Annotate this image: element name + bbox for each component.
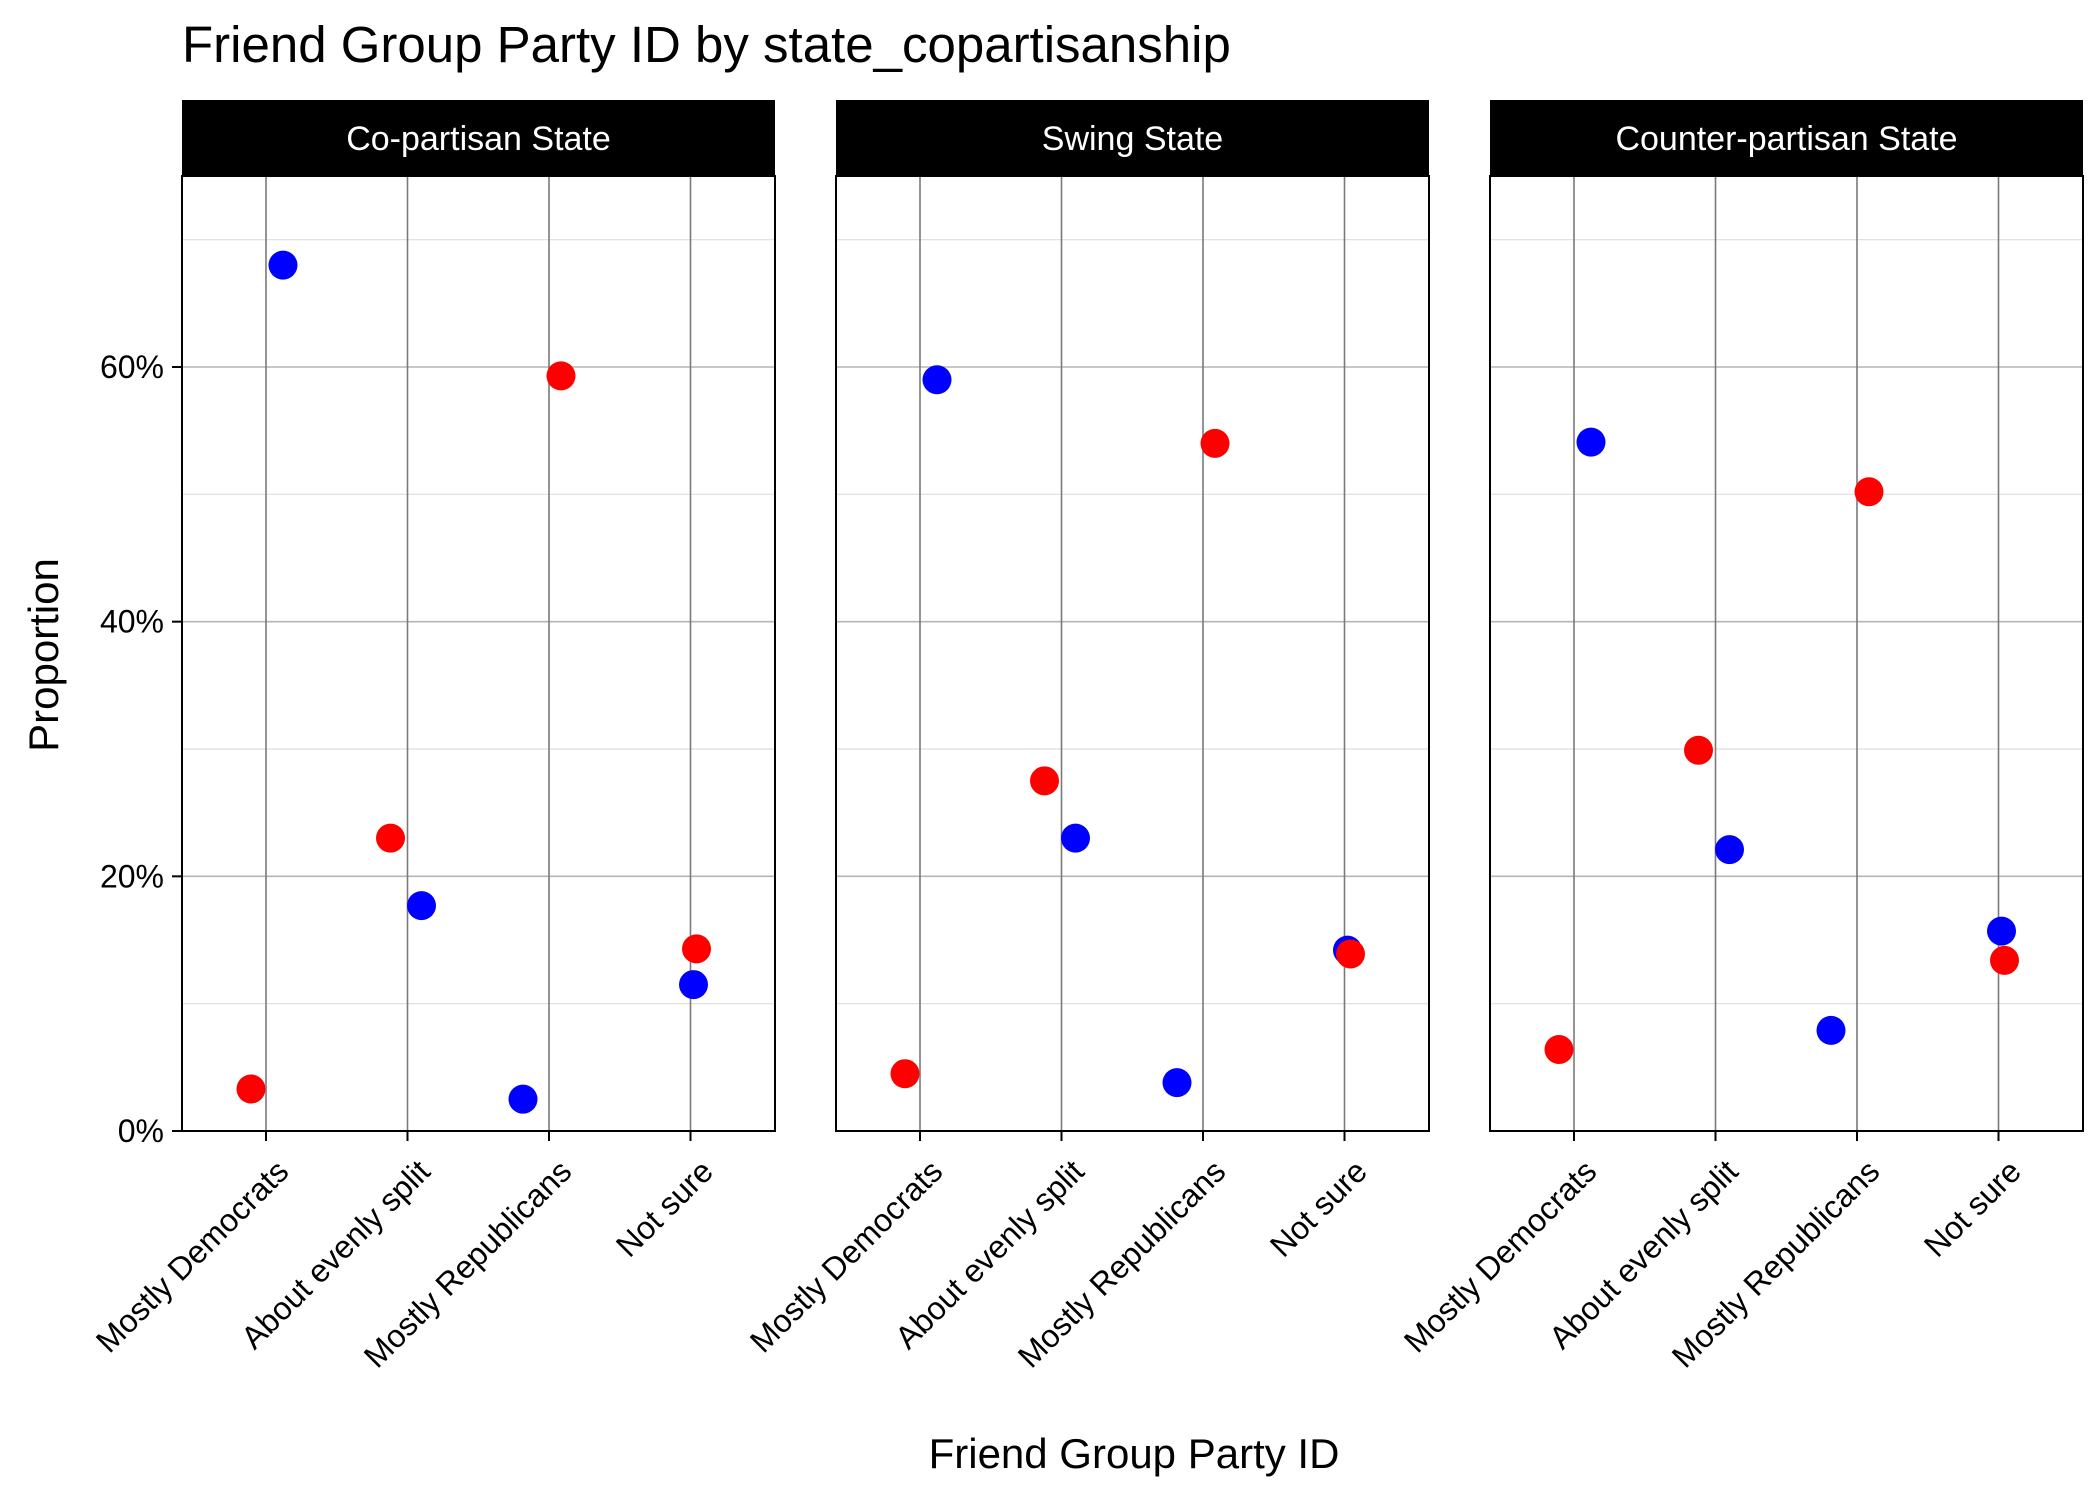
y-tick-label: 20%	[100, 858, 164, 894]
data-point-red	[546, 361, 576, 391]
data-point-red	[890, 1059, 920, 1089]
y-axis: 0% 20% 40% 60%	[100, 349, 182, 1149]
y-tick-label: 0%	[118, 1113, 164, 1149]
facet-strip	[836, 100, 1429, 176]
data-point-red	[1030, 766, 1059, 796]
y-tick-label: 40%	[100, 604, 164, 640]
data-point-blue	[1715, 835, 1744, 865]
data-point-red	[1544, 1035, 1574, 1065]
data-point-blue	[922, 365, 952, 395]
data-point-red	[1684, 735, 1713, 765]
data-point-red	[1336, 939, 1365, 969]
facet-strip	[1490, 100, 2083, 176]
chart-title: Friend Group Party ID by state_copartisa…	[182, 16, 1231, 73]
panel-background	[836, 176, 1429, 1131]
x-tick-label: Not sure	[609, 1153, 720, 1264]
panel-border	[181, 175, 776, 1132]
panel-border	[1489, 175, 2084, 1132]
data-point-blue	[1816, 1015, 1846, 1045]
data-point-blue	[1162, 1068, 1192, 1098]
data-point-blue	[679, 970, 708, 1000]
facet-strip-label: Co-partisan State	[346, 120, 611, 158]
data-point-red	[236, 1074, 266, 1104]
panel-border	[835, 175, 1430, 1132]
facet-strip-label: Swing State	[1042, 120, 1223, 158]
data-point-blue	[1987, 916, 2016, 946]
facet-strip-label: Counter-partisan State	[1615, 120, 1957, 158]
y-axis-title: Proportion	[20, 558, 67, 752]
facet-strip	[182, 100, 775, 176]
x-tick-label: Not sure	[1263, 1153, 1374, 1264]
y-tick-label: 60%	[100, 349, 164, 385]
data-point-blue	[268, 250, 298, 280]
data-point-red	[1200, 428, 1230, 458]
data-point-red	[1854, 477, 1884, 507]
data-point-blue	[508, 1084, 538, 1114]
panel-background	[182, 176, 775, 1131]
data-point-red	[376, 823, 405, 853]
x-axis-title: Friend Group Party ID	[929, 1430, 1340, 1477]
data-point-blue	[1576, 427, 1606, 457]
data-point-blue	[1061, 823, 1090, 853]
data-point-red	[682, 934, 711, 964]
data-point-blue	[407, 891, 436, 921]
panel-background	[1490, 176, 2083, 1131]
x-tick-label: Not sure	[1917, 1153, 2028, 1264]
data-point-red	[1990, 945, 2019, 975]
